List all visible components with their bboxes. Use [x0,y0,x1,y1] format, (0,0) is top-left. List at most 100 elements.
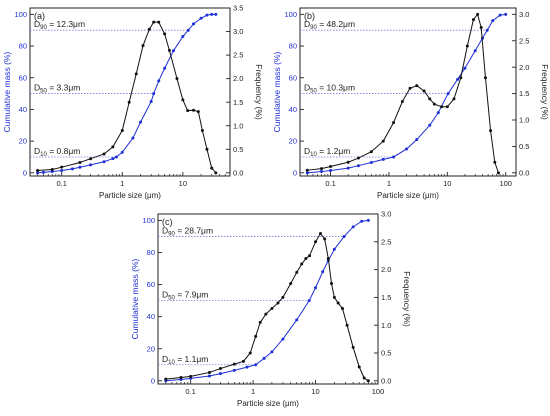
frequency-point [452,97,456,101]
d-annotation: D50 = 10.3μm [304,83,355,95]
cumulative-point [319,170,323,174]
frequency-point [336,301,340,305]
frequency-point [329,281,333,285]
frequency-point [270,307,274,311]
d-annotation: D90 = 48.2μm [304,19,355,31]
cumulative-point [210,12,214,16]
y-right-tick-label: 0.5 [519,142,529,151]
x-axis-label: Particle size (μm) [99,191,161,200]
y-left-tick-label: 40 [289,105,297,114]
frequency-point [241,359,245,363]
cumulative-point [89,163,93,167]
y-axis-label-left: Cumulative mass (%) [2,51,12,132]
y-right-tick-label: 0.0 [381,376,391,385]
y-left-tick-label: 0 [151,376,155,385]
y-right-tick-label: 0.5 [381,349,391,358]
frequency-point [89,157,93,161]
cumulative-point [491,19,495,23]
frequency-point [167,48,171,52]
cumulative-point [351,225,355,229]
cumulative-point [446,92,450,96]
cumulative-point [214,12,218,16]
cumulative-point [254,363,258,367]
y-right-tick-label: 1.0 [519,116,529,125]
frequency-point [214,171,218,175]
panel-label: (a) [34,11,45,21]
y-left-tick-label: 80 [19,42,27,51]
d-annotation: D50 = 3.3μm [34,83,80,95]
y-right-tick-label: 3.5 [233,4,243,13]
cumulative-point [78,165,82,169]
frequency-point [205,147,209,151]
x-tick-label: 1 [120,179,124,188]
frequency-point [111,145,115,149]
x-axis-label: Particle size (μm) [377,191,439,200]
x-tick-label: 10 [311,387,319,396]
y-right-tick-label: 0.0 [233,168,243,177]
cumulative-point [262,356,266,360]
cumulative-point [307,299,311,303]
y-left-tick-label: 60 [19,73,27,82]
frequency-point [295,270,299,274]
frequency-point [281,295,285,299]
frequency-point [248,351,252,355]
frequency-point [141,44,145,48]
y-left-tick-label: 100 [284,10,297,19]
frequency-point [60,165,64,169]
y-left-tick-label: 60 [289,73,297,82]
plot-frame [29,7,231,177]
y-right-tick-label: 1.5 [381,293,391,302]
y-left-tick-label: 40 [19,105,27,114]
frequency-point [415,84,419,88]
y-left-tick-label: 80 [147,248,155,257]
cumulative-point [152,92,156,96]
frequency-point [196,110,200,114]
frequency-point [254,334,258,338]
y-right-tick-label: 3.0 [233,27,243,36]
y-right-tick-label: 2.0 [381,265,391,274]
frequency-point [459,76,463,80]
panel-label: (b) [304,11,315,21]
d-annotation: D10 = 1.2μm [304,146,350,158]
cumulative-point [329,168,333,172]
cumulative-point [70,167,74,171]
frequency-point [179,375,183,379]
cumulative-point [321,270,325,274]
frequency-point [36,168,40,172]
plot-frame [157,213,379,385]
cumulative-point [199,16,203,20]
frequency-point [479,26,483,30]
y-right-tick-label: 2.5 [233,51,243,60]
frequency-point [314,240,318,244]
y-axis-label-right: Frequency (%) [402,271,412,327]
frequency-point [362,376,366,380]
y-left-tick-label: 60 [147,280,155,289]
frequency-point [134,72,138,76]
cumulative-point [415,138,419,142]
frequency-point [445,105,449,109]
frequency-point [471,18,475,22]
frequency-point [356,156,360,160]
x-tick-label: 1 [251,387,255,396]
cumulative-point [356,164,360,168]
cumulative-point [473,49,477,53]
y-right-tick-label: 2.0 [233,74,243,83]
cumulative-point [179,378,183,382]
cumulative-point [366,218,370,222]
frequency-point [392,121,396,125]
cumulative-point [186,28,190,32]
cumulative-point [207,374,211,378]
frequency-point [152,20,156,24]
y-right-tick-label: 3.0 [519,10,529,19]
cumulative-point [485,28,489,32]
cumulative-point [360,219,364,223]
y-right-tick-label: 2.0 [519,63,529,72]
frequency-point [323,237,327,241]
frequency-point [210,166,214,170]
cumulative-point [456,77,460,81]
y-right-tick-label: 2.5 [381,237,391,246]
x-tick-label: 10 [179,179,187,188]
frequency-point [318,231,322,235]
frequency-point [319,167,323,171]
